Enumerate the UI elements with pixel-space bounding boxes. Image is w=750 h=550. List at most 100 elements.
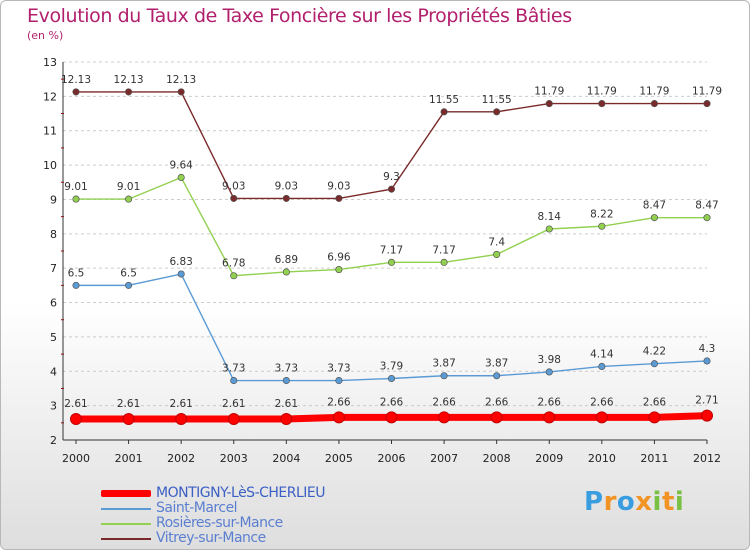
x-tick-label: 2008 [483,452,511,465]
data-point [701,409,713,422]
x-tick-label: 2000 [62,452,90,465]
data-label: 3.73 [222,363,245,375]
data-label: 9.3 [383,171,400,183]
data-label: 7.17 [432,244,455,256]
data-label: 9.64 [169,159,193,171]
data-point [543,411,556,424]
data-label: 2.66 [380,396,404,408]
data-label: 4.14 [590,348,614,360]
y-tick-label: 3 [50,400,57,413]
data-label: 9.03 [275,180,298,192]
data-point [545,100,553,108]
data-point [177,270,185,278]
data-point [440,108,448,116]
data-point [72,195,80,203]
data-label: 7.17 [380,244,403,256]
data-label: 2.66 [485,396,509,408]
data-label: 9.01 [64,181,87,193]
data-label: 12.13 [114,74,144,86]
data-label: 2.66 [538,396,562,408]
y-tick-label: 2 [50,434,57,447]
data-label: 11.79 [692,86,722,98]
x-tick-label: 2011 [640,452,668,465]
data-point [335,266,343,274]
legend-swatch [101,538,151,540]
legend-swatch [101,523,151,525]
data-point [440,258,448,266]
data-point [227,413,240,426]
chart-unit-label: (en %) [27,29,64,42]
chart-title: Evolution du Taux de Taxe Foncière sur l… [27,5,572,27]
y-tick-label: 13 [43,56,57,69]
data-label: 6.89 [275,254,298,266]
data-label: 11.79 [587,86,617,98]
data-point [493,250,501,258]
data-point [70,413,82,426]
y-tick-label: 8 [50,228,57,241]
legend-label: Vitrey-sur-Mance [156,530,266,546]
data-point [72,88,80,96]
logo-letter: r [603,487,617,517]
data-point [648,411,661,424]
y-tick-label: 5 [50,331,57,344]
data-point [387,374,396,383]
data-point [177,88,185,96]
data-label: 9.03 [222,180,245,192]
logo-letter: i [674,487,685,517]
data-point [282,194,290,202]
data-label: 8.14 [538,211,562,223]
data-point [387,185,396,193]
data-label: 2.66 [643,396,667,408]
data-label: 2.66 [432,396,456,408]
data-point [650,214,658,222]
data-point [440,372,448,380]
legend-label: MONTIGNY-LèS-CHERLIEU [156,485,326,501]
data-label: 6.5 [120,267,137,279]
data-point [545,368,553,376]
data-label: 8.47 [695,200,718,212]
data-point [230,377,238,385]
data-label: 6.5 [68,267,85,279]
x-tick-label: 2006 [378,452,406,465]
data-label: 2.61 [275,398,298,410]
data-label: 12.13 [166,74,196,86]
data-label: 6.96 [327,252,351,264]
data-point [125,195,133,203]
data-point [490,411,503,424]
data-point [282,268,290,276]
x-tick-label: 2010 [588,452,616,465]
data-point [280,413,293,426]
data-point [335,377,343,385]
x-tick-label: 2005 [325,452,353,465]
data-label: 12.13 [61,74,91,86]
data-label: 11.55 [482,94,512,106]
proxiti-logo: Proxiti [584,487,684,517]
x-tick-label: 2003 [220,452,248,465]
x-tick-label: 2009 [535,452,563,465]
data-label: 2.66 [327,396,351,408]
data-label: 4.22 [643,346,666,358]
data-label: 2.61 [117,398,140,410]
logo-letter: i [652,487,662,517]
data-point [230,194,238,202]
data-label: 6.78 [222,258,245,270]
data-point [703,214,711,222]
data-label: 6.83 [169,256,192,268]
data-label: 3.79 [380,360,403,372]
data-point [230,272,238,280]
data-point [598,222,606,230]
y-tick-label: 12 [43,90,57,103]
data-point [493,372,501,380]
data-label: 2.61 [64,398,87,410]
y-tick-label: 9 [50,193,57,206]
data-label: 2.61 [169,398,192,410]
y-tick-label: 7 [50,262,57,275]
data-point [122,413,135,426]
data-label: 4.3 [699,343,716,355]
x-tick-label: 2004 [272,452,300,465]
data-label: 2.66 [590,396,614,408]
data-label: 3.73 [275,363,298,375]
y-tick-label: 11 [43,125,57,138]
